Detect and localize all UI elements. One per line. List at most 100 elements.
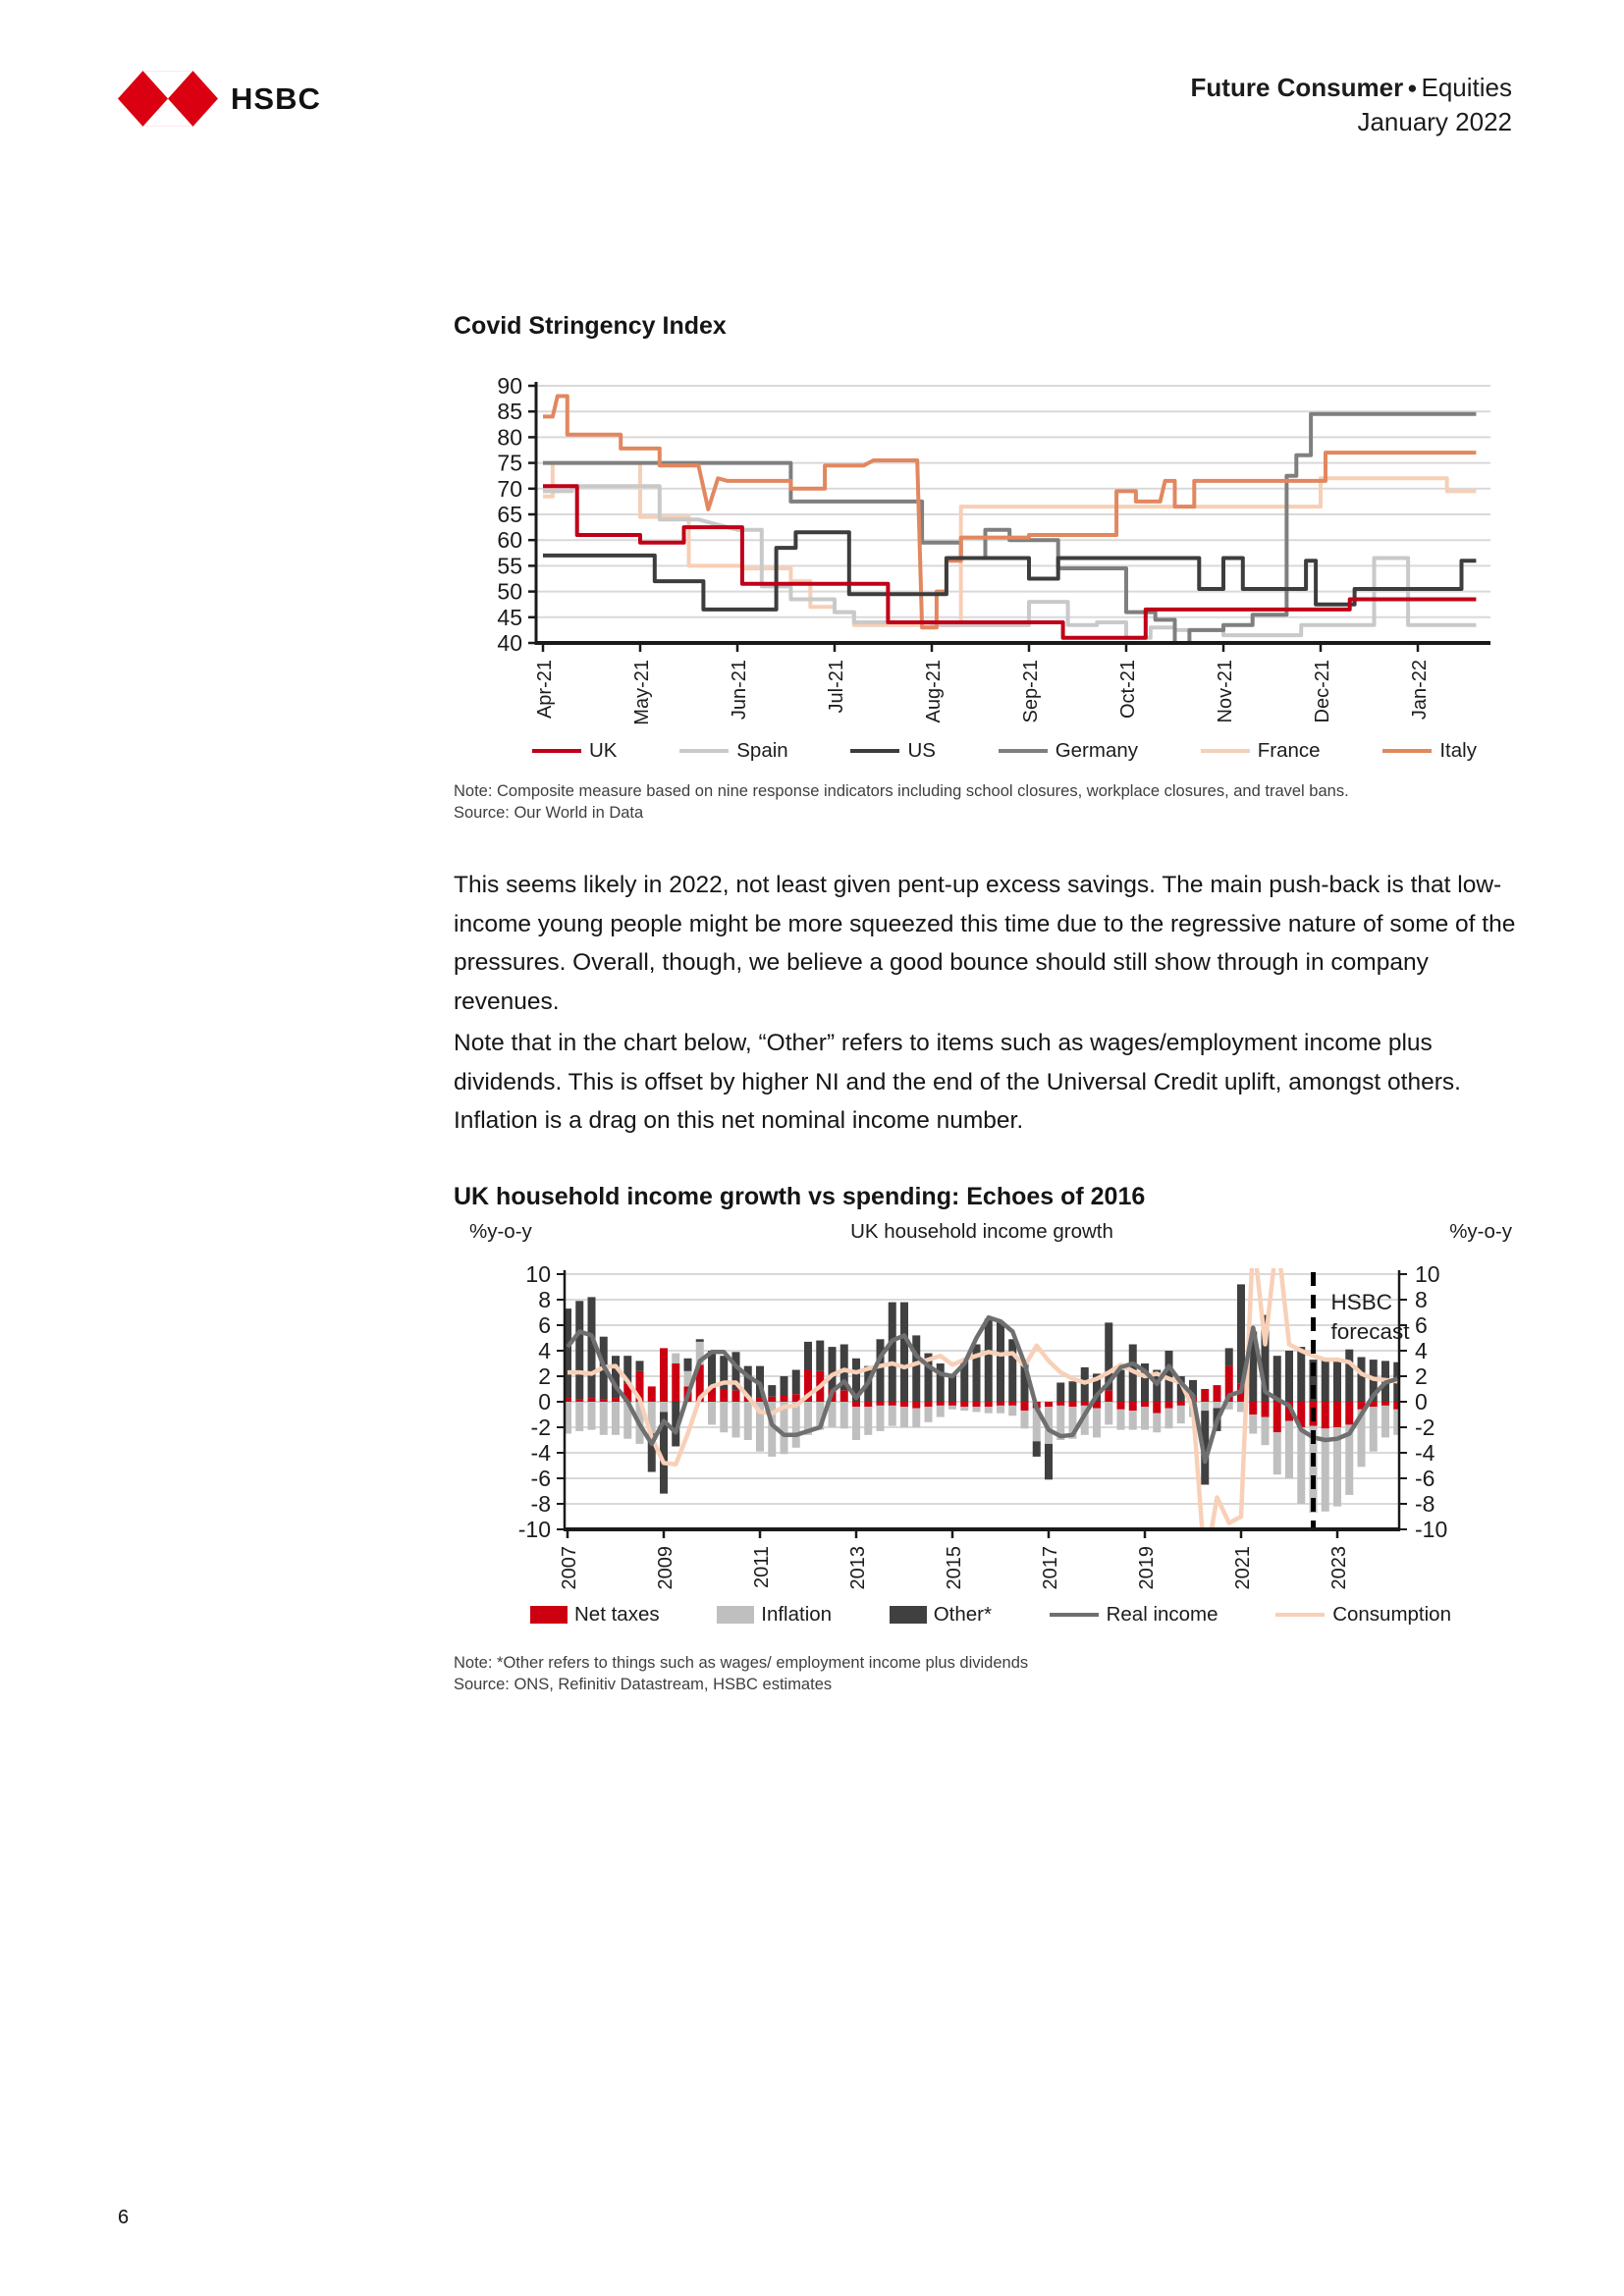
- svg-text:-8: -8: [1415, 1491, 1435, 1517]
- svg-text:Aug-21: Aug-21: [923, 660, 945, 723]
- svg-text:-10: -10: [518, 1517, 551, 1542]
- body-paragraph-1: This seems likely in 2022, not least giv…: [454, 872, 1516, 1015]
- svg-text:75: 75: [497, 451, 522, 476]
- svg-text:2: 2: [538, 1363, 551, 1389]
- chart1-note: Note: Composite measure based on nine re…: [454, 780, 1349, 824]
- legend-item-consumption: Consumption: [1275, 1603, 1451, 1627]
- svg-text:-8: -8: [531, 1491, 551, 1517]
- svg-text:-2: -2: [531, 1415, 551, 1440]
- svg-text:2: 2: [1415, 1363, 1428, 1389]
- legend-item-germany: Germany: [998, 739, 1138, 763]
- svg-text:2009: 2009: [655, 1546, 677, 1590]
- legend-item-real-income: Real income: [1049, 1603, 1218, 1627]
- svg-text:40: 40: [497, 630, 522, 656]
- svg-text:2017: 2017: [1040, 1546, 1061, 1590]
- svg-text:Dec-21: Dec-21: [1312, 660, 1333, 722]
- chart2-legend: Net taxes Inflation Other* Real income Consu…: [530, 1603, 1451, 1627]
- legend-label: Net taxes: [574, 1603, 660, 1626]
- legend-line-swatch: [1275, 1613, 1326, 1617]
- chart2-center-label: UK household income growth: [850, 1220, 1113, 1243]
- legend-label: Other*: [933, 1603, 992, 1626]
- legend-box-swatch: [889, 1606, 927, 1624]
- legend-line-swatch: [1382, 749, 1433, 753]
- chart1-source-text: Source: Our World in Data: [454, 804, 644, 822]
- svg-text:-10: -10: [1415, 1517, 1447, 1542]
- svg-text:4: 4: [1415, 1338, 1428, 1363]
- legend-line-swatch: [850, 749, 900, 753]
- svg-text:65: 65: [497, 502, 522, 527]
- svg-text:Nov-21: Nov-21: [1215, 660, 1236, 722]
- chart1-legend: UK Spain US Germany France Italy: [532, 739, 1477, 763]
- legend-box-swatch: [530, 1606, 568, 1624]
- svg-text:90: 90: [497, 373, 522, 399]
- legend-item-france: France: [1200, 739, 1321, 763]
- chart2-title: UK household income growth vs spending: …: [454, 1183, 1146, 1210]
- svg-text:10: 10: [1415, 1261, 1440, 1287]
- legend-item-net-taxes: Net taxes: [530, 1603, 660, 1627]
- svg-text:2019: 2019: [1136, 1546, 1158, 1590]
- svg-text:6: 6: [538, 1312, 551, 1338]
- legend-label: Italy: [1439, 739, 1477, 762]
- svg-text:Oct-21: Oct-21: [1117, 660, 1139, 719]
- svg-text:10: 10: [525, 1261, 551, 1287]
- svg-text:45: 45: [497, 605, 522, 630]
- legend-item-other-: Other*: [889, 1603, 992, 1627]
- chart2-note-text: Note: *Other refers to things such as wa…: [454, 1654, 1029, 1672]
- svg-text:60: 60: [497, 527, 522, 553]
- header-title-bold: Future Consumer: [1190, 73, 1404, 102]
- svg-text:4: 4: [538, 1338, 551, 1363]
- svg-text:-6: -6: [1415, 1466, 1435, 1491]
- header-date: January 2022: [1357, 107, 1512, 136]
- svg-text:50: 50: [497, 579, 522, 605]
- chart1-title: Covid Stringency Index: [454, 312, 727, 340]
- svg-text:Sep-21: Sep-21: [1020, 660, 1042, 723]
- legend-line-swatch: [679, 749, 730, 753]
- legend-label: Real income: [1106, 1603, 1218, 1626]
- legend-label: Inflation: [761, 1603, 833, 1626]
- svg-text:HSBC: HSBC: [1331, 1290, 1393, 1314]
- svg-text:2007: 2007: [559, 1546, 580, 1590]
- svg-text:0: 0: [1415, 1389, 1428, 1415]
- legend-item-italy: Italy: [1382, 739, 1477, 763]
- header-title-line: Future Consumer ● Equities: [1191, 71, 1512, 105]
- chart1-note-text: Note: Composite measure based on nine re…: [454, 782, 1349, 800]
- legend-item-inflation: Inflation: [717, 1603, 832, 1627]
- legend-line-swatch: [1049, 1613, 1099, 1617]
- svg-text:6: 6: [1415, 1312, 1428, 1338]
- legend-label: Spain: [736, 739, 788, 762]
- chart2-note: Note: *Other refers to things such as wa…: [454, 1652, 1028, 1695]
- legend-label: UK: [589, 739, 618, 762]
- svg-text:forecast: forecast: [1331, 1319, 1411, 1344]
- header-title-regular: Equities: [1421, 73, 1513, 102]
- svg-text:70: 70: [497, 476, 522, 502]
- svg-text:-2: -2: [1415, 1415, 1435, 1440]
- svg-text:8: 8: [1415, 1287, 1428, 1312]
- svg-text:Apr-21: Apr-21: [534, 660, 556, 719]
- bullet-separator-icon: ●: [1407, 79, 1418, 97]
- legend-label: US: [907, 739, 936, 762]
- svg-text:2013: 2013: [847, 1546, 869, 1590]
- svg-text:0: 0: [538, 1389, 551, 1415]
- svg-text:May-21: May-21: [631, 660, 653, 725]
- chart2-right-axis-label: %y-o-y: [1449, 1220, 1512, 1243]
- svg-text:80: 80: [497, 424, 522, 450]
- svg-text:85: 85: [497, 399, 522, 424]
- legend-label: France: [1257, 739, 1321, 762]
- svg-text:2021: 2021: [1232, 1546, 1254, 1590]
- legend-line-swatch: [1200, 749, 1250, 753]
- body-paragraph-2: Note that in the chart below, “Other” re…: [454, 1030, 1461, 1134]
- svg-text:2015: 2015: [944, 1546, 965, 1590]
- svg-text:2011: 2011: [751, 1546, 773, 1588]
- legend-item-spain: Spain: [679, 739, 788, 763]
- svg-text:-4: -4: [1415, 1440, 1435, 1466]
- svg-text:-6: -6: [531, 1466, 551, 1491]
- brand-wordmark: HSBC: [231, 81, 321, 116]
- svg-text:Jul-21: Jul-21: [826, 660, 847, 713]
- hsbc-logo: [118, 71, 218, 127]
- chart2-left-axis-label: %y-o-y: [469, 1220, 532, 1243]
- legend-line-swatch: [998, 749, 1048, 753]
- svg-text:55: 55: [497, 553, 522, 578]
